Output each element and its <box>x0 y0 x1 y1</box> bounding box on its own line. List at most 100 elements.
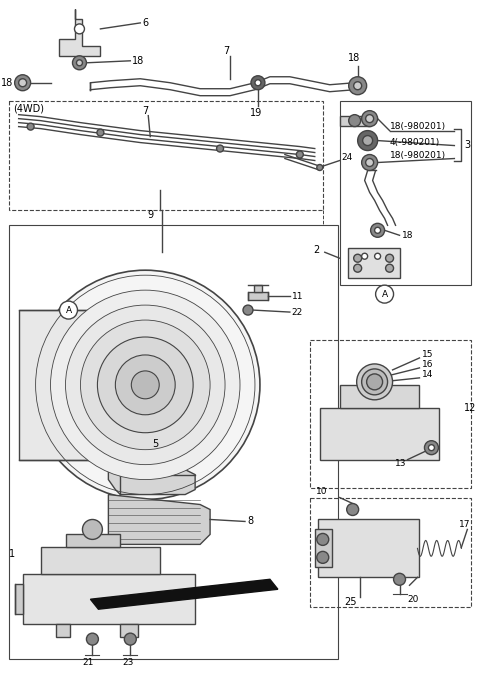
Text: 11: 11 <box>292 292 303 301</box>
Polygon shape <box>318 520 420 578</box>
Text: A: A <box>65 305 72 315</box>
Polygon shape <box>56 624 71 637</box>
Circle shape <box>317 551 329 563</box>
Text: 5: 5 <box>152 439 158 449</box>
Circle shape <box>354 254 361 262</box>
Polygon shape <box>348 248 399 278</box>
Circle shape <box>367 374 383 390</box>
Text: 4(-980201): 4(-980201) <box>390 138 440 147</box>
Circle shape <box>251 75 265 90</box>
Text: 15: 15 <box>421 350 433 359</box>
Circle shape <box>317 164 323 171</box>
Polygon shape <box>108 460 195 495</box>
Text: 20: 20 <box>408 594 419 604</box>
Circle shape <box>19 79 26 87</box>
Text: 18: 18 <box>402 231 413 240</box>
Polygon shape <box>248 292 268 300</box>
Circle shape <box>317 533 329 545</box>
Text: 18: 18 <box>348 53 360 63</box>
Circle shape <box>374 227 381 233</box>
Circle shape <box>424 441 438 455</box>
Circle shape <box>296 151 303 158</box>
Circle shape <box>357 364 393 400</box>
Polygon shape <box>59 9 100 56</box>
Text: 14: 14 <box>421 371 433 379</box>
Text: 17: 17 <box>459 520 471 529</box>
Circle shape <box>366 158 373 166</box>
Text: 16: 16 <box>421 361 433 369</box>
Circle shape <box>374 253 381 259</box>
Polygon shape <box>120 624 138 637</box>
Text: 13: 13 <box>395 459 406 468</box>
Text: 19: 19 <box>250 108 262 118</box>
Circle shape <box>354 82 361 90</box>
Text: 23: 23 <box>122 658 134 667</box>
Text: 12: 12 <box>464 403 477 412</box>
Circle shape <box>72 56 86 70</box>
Circle shape <box>348 115 360 127</box>
Circle shape <box>347 503 359 516</box>
Text: 9: 9 <box>147 210 153 220</box>
Text: 24: 24 <box>342 153 353 162</box>
Circle shape <box>361 111 378 127</box>
Text: 3: 3 <box>464 140 470 150</box>
Text: 22: 22 <box>292 307 303 317</box>
Circle shape <box>27 123 34 130</box>
Circle shape <box>50 290 240 480</box>
Text: 18(-980201): 18(-980201) <box>390 151 446 160</box>
Circle shape <box>97 129 104 136</box>
Circle shape <box>385 264 394 272</box>
Polygon shape <box>19 310 145 460</box>
Circle shape <box>65 305 225 464</box>
Circle shape <box>394 574 406 585</box>
Polygon shape <box>254 285 262 292</box>
Circle shape <box>348 77 367 95</box>
Polygon shape <box>65 534 120 547</box>
Circle shape <box>358 131 378 150</box>
Circle shape <box>371 223 384 237</box>
Circle shape <box>361 253 368 259</box>
Polygon shape <box>15 584 23 614</box>
Text: 6: 6 <box>142 18 148 28</box>
Text: 18: 18 <box>0 78 13 88</box>
Text: 25: 25 <box>345 597 357 607</box>
Text: 18(-980201): 18(-980201) <box>390 122 446 131</box>
Circle shape <box>83 520 102 539</box>
Text: 8: 8 <box>247 516 253 526</box>
Polygon shape <box>108 495 210 545</box>
Circle shape <box>376 285 394 303</box>
Circle shape <box>124 633 136 645</box>
Circle shape <box>86 633 98 645</box>
Text: 7: 7 <box>142 106 148 116</box>
Circle shape <box>385 254 394 262</box>
Circle shape <box>76 60 83 66</box>
Circle shape <box>361 369 387 395</box>
Circle shape <box>243 305 253 315</box>
Polygon shape <box>41 547 160 574</box>
Text: 1: 1 <box>9 549 15 559</box>
Text: (4WD): (4WD) <box>12 104 44 114</box>
Polygon shape <box>90 579 278 609</box>
Text: 18: 18 <box>132 56 144 66</box>
Circle shape <box>97 337 193 433</box>
Circle shape <box>354 264 361 272</box>
Circle shape <box>115 355 175 415</box>
Circle shape <box>366 115 373 123</box>
Circle shape <box>15 75 31 91</box>
Circle shape <box>361 154 378 171</box>
Polygon shape <box>23 574 195 624</box>
Circle shape <box>31 270 260 499</box>
Polygon shape <box>315 530 332 568</box>
Circle shape <box>60 301 77 319</box>
Polygon shape <box>320 408 439 460</box>
Circle shape <box>81 320 210 450</box>
Text: 10: 10 <box>316 487 327 496</box>
Circle shape <box>255 80 261 86</box>
Circle shape <box>363 135 372 146</box>
Circle shape <box>74 24 84 34</box>
Text: 2: 2 <box>313 245 320 255</box>
Text: 7: 7 <box>223 46 229 56</box>
Polygon shape <box>340 116 370 125</box>
Text: A: A <box>382 290 388 299</box>
Circle shape <box>132 371 159 399</box>
